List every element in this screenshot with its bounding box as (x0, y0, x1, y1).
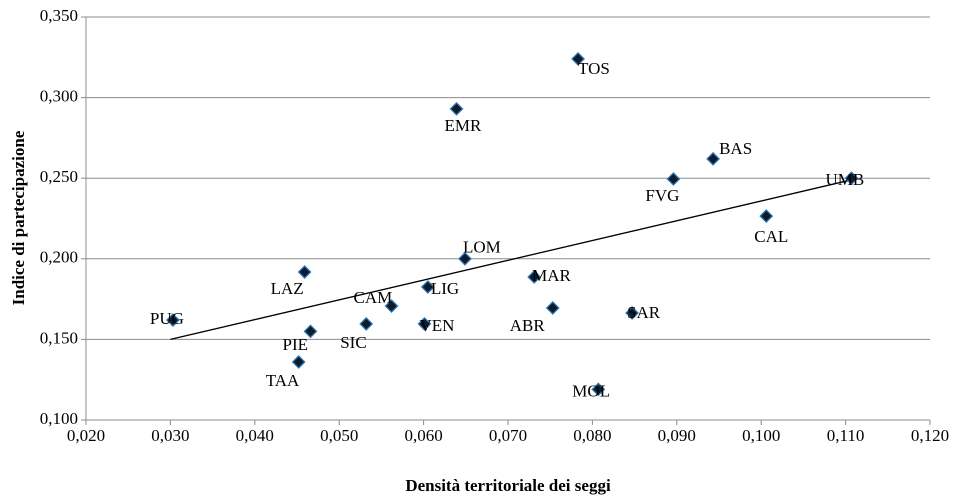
x-tick-label: 0,080 (573, 426, 611, 445)
marker (384, 299, 399, 313)
point-label: UMB (826, 170, 865, 189)
marker (591, 382, 606, 397)
x-tick-label: 0,030 (151, 426, 189, 445)
marker (625, 306, 639, 320)
y-tick-label: 0,300 (40, 87, 78, 106)
point-label: EMR (445, 116, 483, 135)
marker (571, 51, 585, 66)
point-label: SIC (340, 333, 366, 352)
point-label: VEN (419, 316, 454, 335)
x-tick-label: 0,090 (658, 426, 696, 445)
x-tick-label: 0,040 (236, 426, 274, 445)
marker (303, 324, 318, 339)
point-label: BAS (719, 139, 752, 158)
trendline (170, 179, 852, 341)
x-tick-label: 0,050 (320, 426, 358, 445)
point-label: PIE (283, 335, 309, 354)
marker (844, 171, 859, 186)
x-tick-label: 0,120 (911, 426, 949, 445)
point-label: MAR (532, 266, 571, 285)
y-tick-label: 0,150 (40, 328, 78, 347)
marker (417, 317, 432, 331)
y-tick-label: 0,200 (40, 248, 78, 267)
y-tick-label: 0,100 (40, 409, 78, 428)
marker (449, 101, 464, 116)
marker (291, 355, 306, 369)
point-label: LAZ (271, 279, 304, 298)
y-axis-title: Indice di partecipazione (9, 130, 28, 305)
marker (666, 172, 681, 186)
x-tick-label: 0,020 (67, 426, 105, 445)
point-label: LIG (431, 279, 459, 298)
marker (166, 313, 180, 327)
marker (527, 270, 542, 284)
marker (420, 280, 435, 294)
point-label: CAM (354, 288, 393, 307)
y-tick-label: 0,350 (40, 6, 78, 25)
point-label: LOM (463, 238, 501, 257)
marker (297, 265, 312, 279)
point-label: ABR (510, 316, 546, 335)
marker (759, 209, 774, 224)
point-label: TAA (266, 371, 300, 390)
point-label: SAR (627, 303, 661, 322)
point-label: PUG (150, 309, 184, 328)
marker (359, 317, 374, 331)
point-label: MOL (572, 381, 610, 400)
point-label: FVG (645, 186, 679, 205)
point-label: TOS (578, 59, 610, 78)
x-tick-label: 0,100 (742, 426, 780, 445)
x-axis-title: Densità territoriale dei seggi (405, 476, 611, 495)
y-tick-label: 0,250 (40, 167, 78, 186)
x-tick-label: 0,110 (827, 426, 865, 445)
marker (545, 301, 560, 315)
point-label: CAL (754, 227, 788, 246)
marker (706, 151, 721, 166)
x-tick-label: 0,070 (489, 426, 527, 445)
x-tick-label: 0,060 (404, 426, 442, 445)
marker (458, 251, 472, 266)
